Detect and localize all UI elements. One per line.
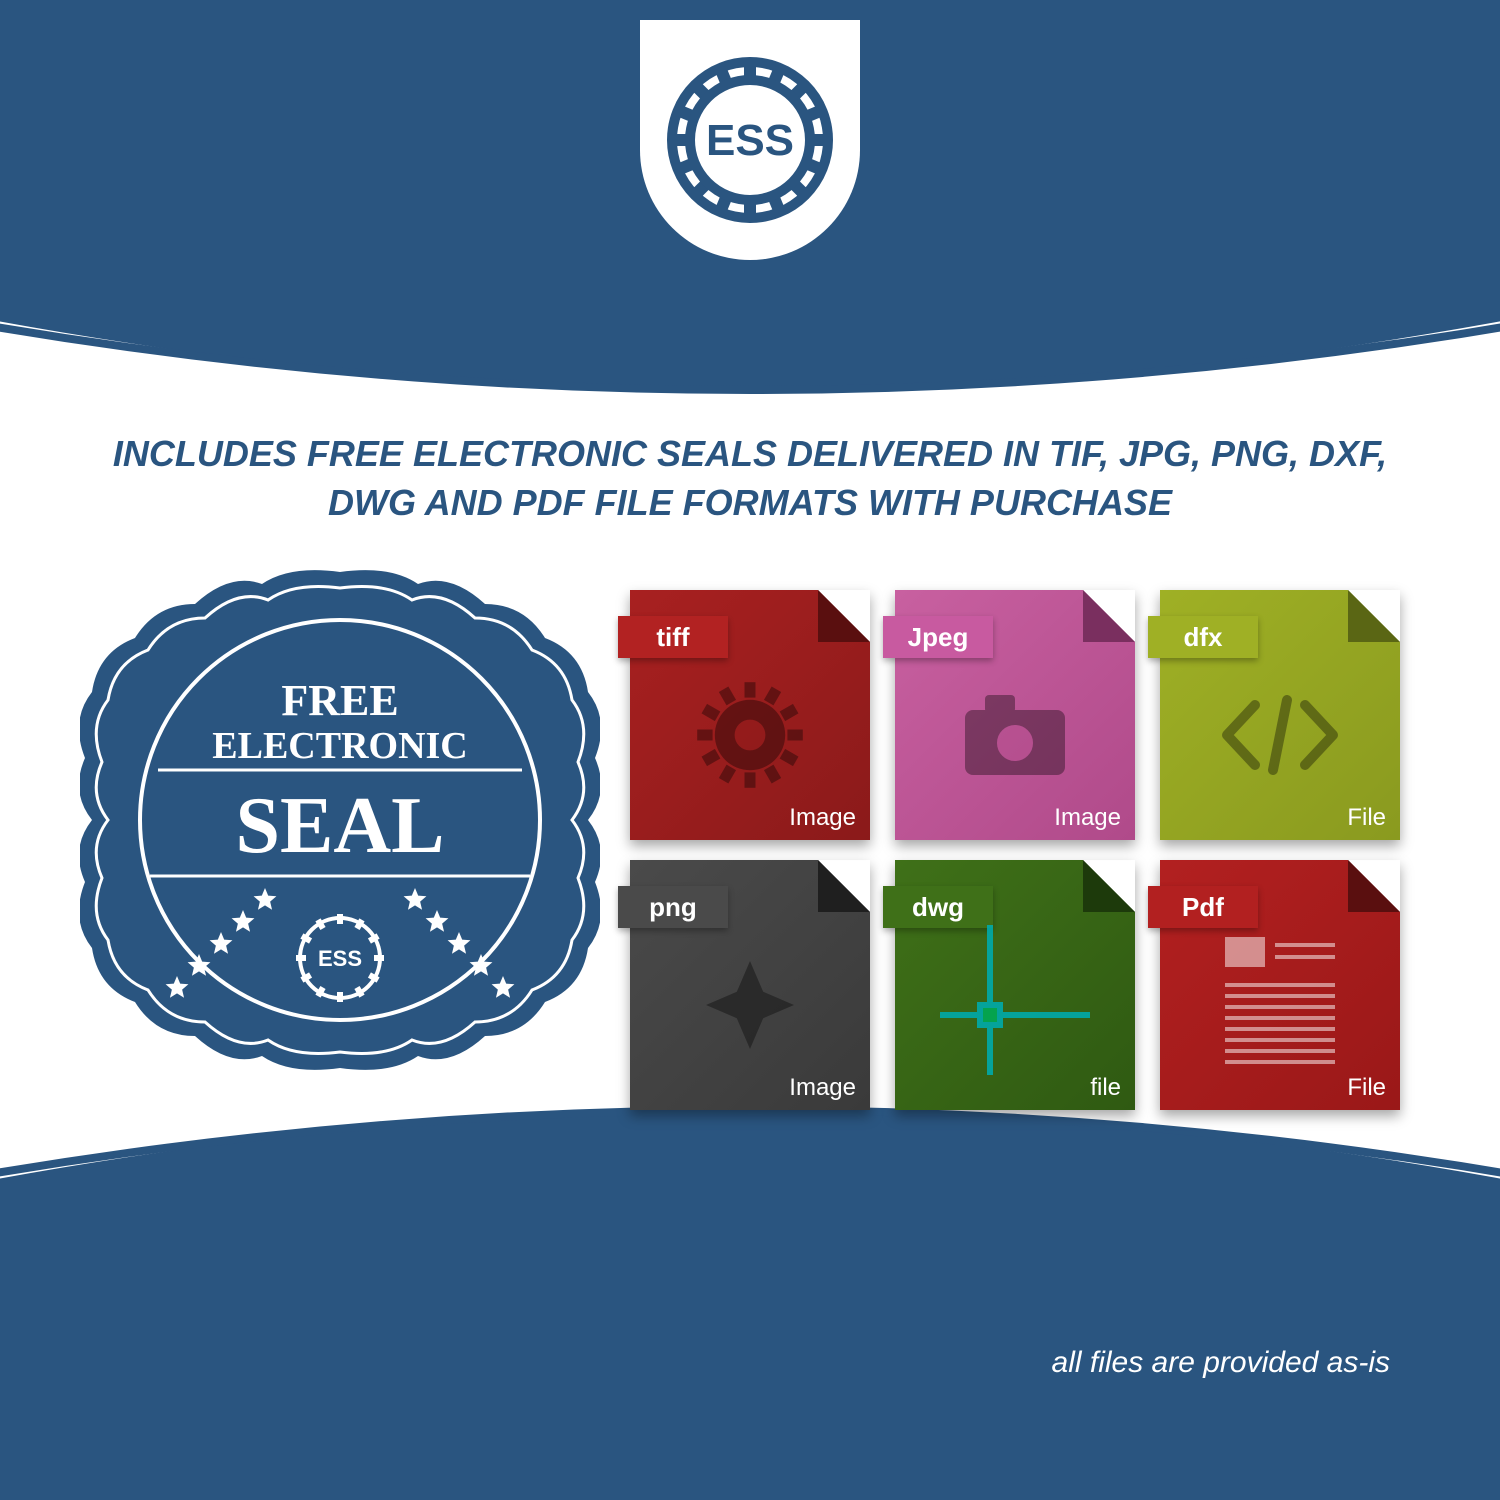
file-footer-label: Image xyxy=(789,804,856,832)
seal-line2: ELECTRONIC xyxy=(212,725,468,767)
headline-text: INCLUDES FREE ELECTRONIC SEALS DELIVERED… xyxy=(90,430,1410,527)
code-icon xyxy=(1160,670,1400,800)
file-icon-dwg: dwgfile xyxy=(895,860,1135,1110)
file-icon-pdf: PdfFile xyxy=(1160,860,1400,1110)
document-icon xyxy=(1160,910,1400,1090)
file-icon-jpeg: JpegImage xyxy=(895,590,1135,840)
seal-gear-text: ESS xyxy=(318,946,362,971)
ess-gear-icon: ESS xyxy=(665,55,835,225)
file-footer-label: File xyxy=(1347,1074,1386,1102)
seal-line3: SEAL xyxy=(236,782,445,870)
file-format-grid: tiffImageJpegImagedfxFilepngImagedwgfile… xyxy=(630,590,1420,1110)
file-tab-label: Jpeg xyxy=(883,616,993,658)
crosshair-icon xyxy=(895,900,1135,1100)
gear-icon xyxy=(630,670,870,800)
logo-text: ESS xyxy=(706,116,794,165)
file-footer-label: File xyxy=(1347,804,1386,832)
file-footer-label: file xyxy=(1090,1074,1121,1102)
file-tab-label: png xyxy=(618,886,728,928)
free-electronic-seal-badge: FREE ELECTRONIC SEAL ESS xyxy=(80,560,600,1080)
file-icon-png: pngImage xyxy=(630,860,870,1110)
starburst-icon xyxy=(630,940,870,1070)
company-logo: ESS xyxy=(640,20,860,260)
seal-line1: FREE xyxy=(281,676,398,725)
file-icon-tiff: tiffImage xyxy=(630,590,870,840)
file-tab-label: dfx xyxy=(1148,616,1258,658)
footer-disclaimer: all files are provided as-is xyxy=(1052,1346,1390,1380)
file-footer-label: Image xyxy=(789,1074,856,1102)
file-tab-label: tiff xyxy=(618,616,728,658)
file-footer-label: Image xyxy=(1054,804,1121,832)
camera-icon xyxy=(895,670,1135,800)
file-icon-dfx: dfxFile xyxy=(1160,590,1400,840)
